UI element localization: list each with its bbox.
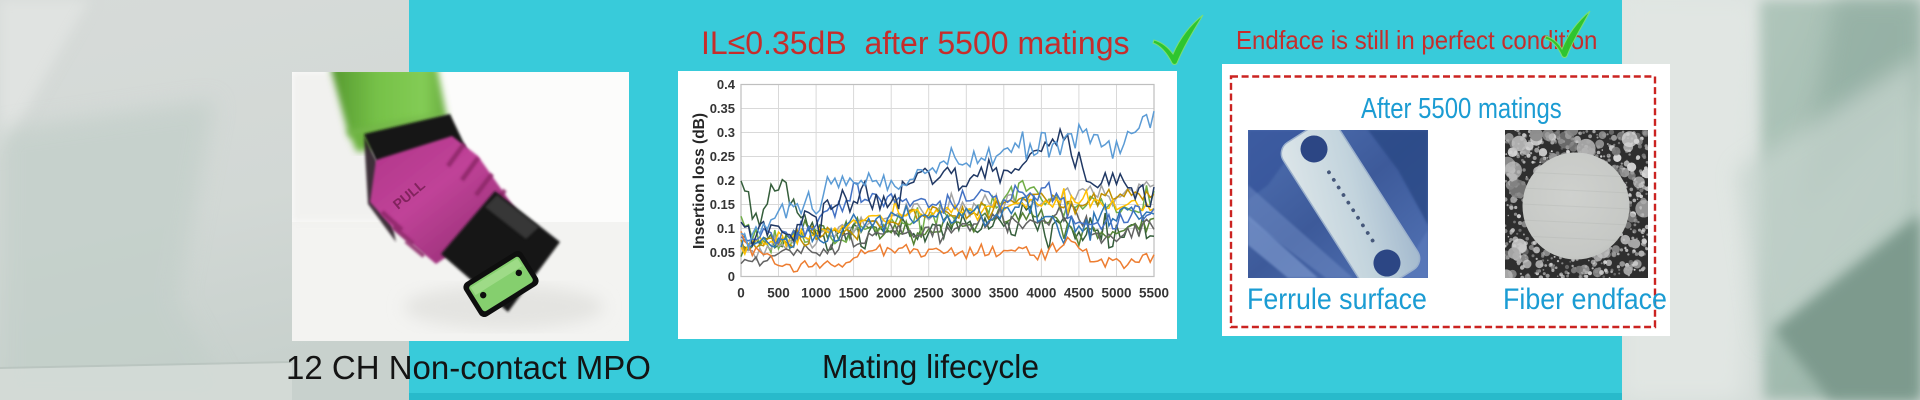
svg-text:3000: 3000 bbox=[951, 286, 981, 301]
svg-text:500: 500 bbox=[767, 286, 790, 301]
svg-text:4000: 4000 bbox=[1026, 286, 1056, 301]
svg-text:4500: 4500 bbox=[1064, 286, 1094, 301]
svg-text:0.2: 0.2 bbox=[717, 173, 735, 188]
svg-text:0.25: 0.25 bbox=[710, 149, 735, 164]
svg-text:Insertion loss (dB): Insertion loss (dB) bbox=[691, 113, 708, 249]
svg-text:3500: 3500 bbox=[989, 286, 1019, 301]
svg-text:2500: 2500 bbox=[914, 286, 944, 301]
svg-text:0: 0 bbox=[728, 269, 735, 284]
svg-text:1500: 1500 bbox=[839, 286, 869, 301]
svg-text:2000: 2000 bbox=[876, 286, 906, 301]
svg-text:0.35: 0.35 bbox=[710, 101, 735, 116]
svg-text:0.1: 0.1 bbox=[717, 221, 735, 236]
svg-text:0.3: 0.3 bbox=[717, 125, 735, 140]
svg-text:0: 0 bbox=[737, 286, 745, 301]
svg-text:5000: 5000 bbox=[1101, 286, 1131, 301]
svg-text:0.4: 0.4 bbox=[717, 77, 736, 92]
svg-text:0.05: 0.05 bbox=[710, 245, 735, 260]
svg-text:0.15: 0.15 bbox=[710, 197, 735, 212]
svg-text:5500: 5500 bbox=[1139, 286, 1169, 301]
svg-text:1000: 1000 bbox=[801, 286, 831, 301]
